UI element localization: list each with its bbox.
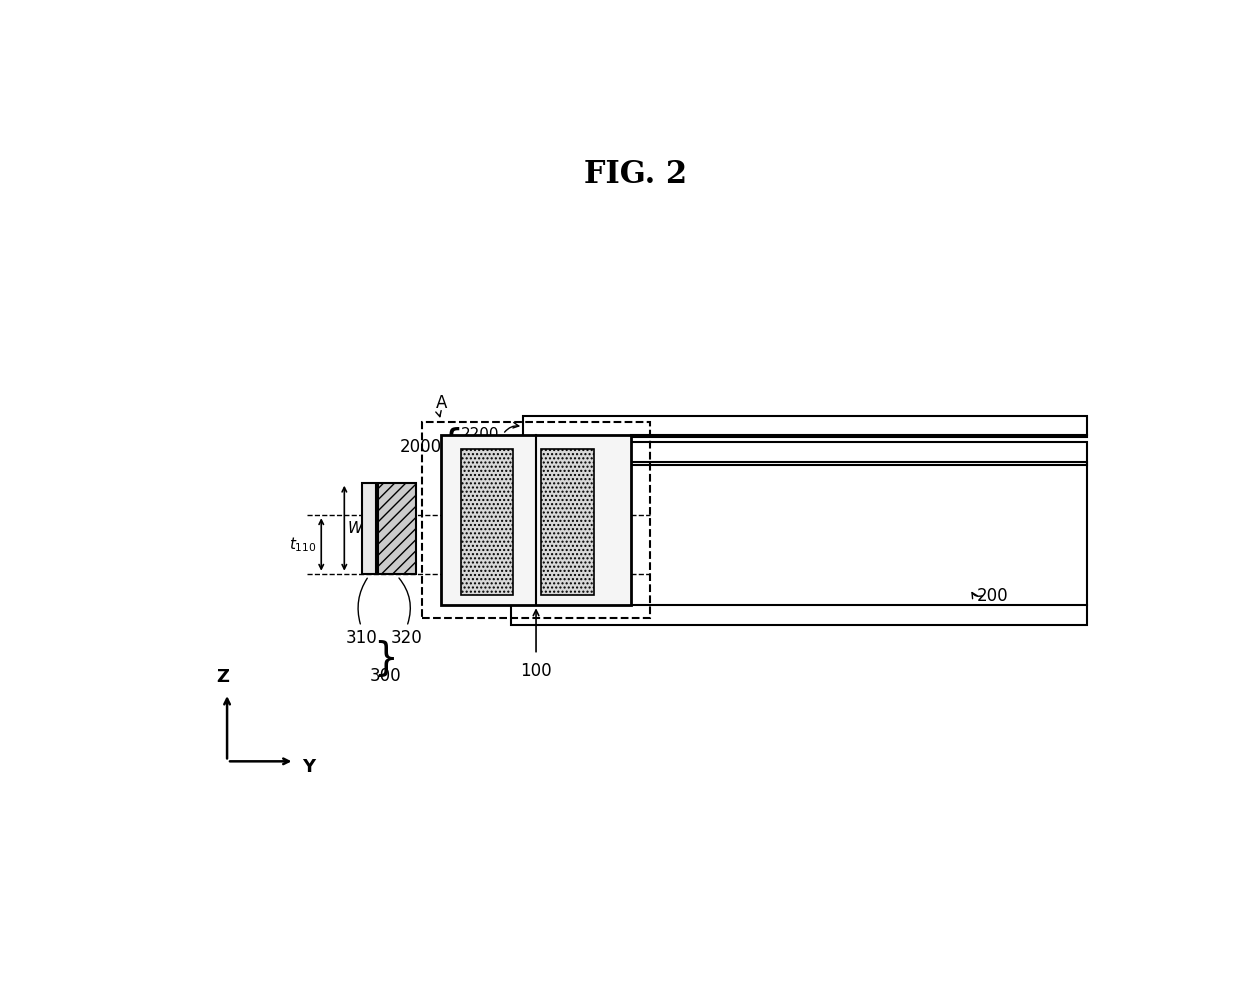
Bar bbox=[441, 435, 631, 606]
Text: 310: 310 bbox=[345, 629, 377, 647]
Text: A: A bbox=[435, 393, 448, 412]
Text: 2000: 2000 bbox=[399, 438, 441, 456]
Text: 300: 300 bbox=[370, 666, 402, 685]
Text: 200: 200 bbox=[977, 587, 1009, 606]
Bar bbox=[362, 483, 376, 574]
Text: $t_{110}$: $t_{110}$ bbox=[289, 535, 316, 553]
Bar bbox=[422, 423, 650, 617]
Bar bbox=[542, 449, 594, 595]
Text: $\{$: $\{$ bbox=[438, 426, 461, 469]
Text: 2100: 2100 bbox=[460, 452, 498, 468]
Text: 2200: 2200 bbox=[460, 427, 498, 441]
Bar bbox=[378, 483, 417, 574]
Text: Y: Y bbox=[303, 759, 315, 777]
Text: $W_{320}$: $W_{320}$ bbox=[347, 519, 384, 538]
Text: 100: 100 bbox=[521, 663, 552, 680]
Bar bbox=[523, 442, 1087, 465]
Text: }: } bbox=[373, 640, 398, 677]
Bar bbox=[511, 462, 1087, 625]
Text: FIG. 2: FIG. 2 bbox=[584, 159, 687, 191]
Bar bbox=[523, 416, 1087, 437]
Text: Z: Z bbox=[216, 667, 228, 686]
Text: 320: 320 bbox=[391, 629, 423, 647]
Bar bbox=[460, 449, 513, 595]
